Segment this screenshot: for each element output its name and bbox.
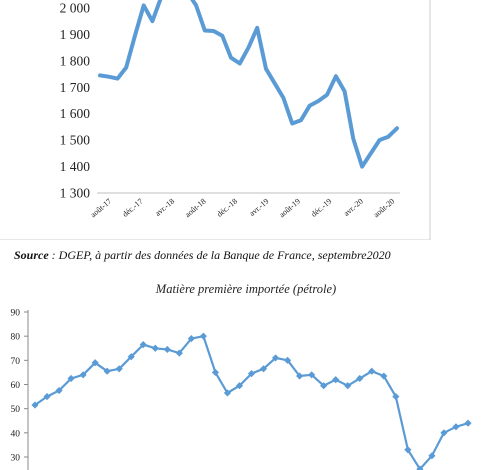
chart-2-series-line (34, 335, 469, 470)
chart-1-y-tick-label: 1 800 (60, 53, 91, 68)
chart-1-y-tick-label: 1 600 (60, 106, 91, 121)
chart-1-x-tick-label: déc.-19 (309, 197, 333, 219)
chart-2-y-tick-label: 30 (11, 454, 21, 464)
chart-2-data-point (464, 419, 472, 427)
chart-2-data-point (151, 344, 159, 352)
chart-1-x-tick-label: avr.-18 (153, 197, 176, 218)
chart-1-y-tick-label: 2 000 (60, 1, 91, 16)
chart-1-svg: 1 300 1 400 1 500 1 600 1 700 1 800 1 900 2 000… (0, 0, 431, 240)
chart-2-y-tick-label: 60 (11, 381, 21, 391)
chart-1-x-tick-label: août-20 (372, 197, 397, 220)
chart-1-series-line (98, 0, 399, 169)
chart-1-x-tick-label: août-17 (89, 197, 114, 220)
chart-1-x-tick-label: août-18 (183, 197, 208, 220)
chart-2-data-point (452, 423, 460, 431)
chart-2-y-tick-label: 50 (11, 405, 21, 415)
chart-1-y-tick-label: 1 400 (60, 159, 91, 174)
chart-2-data-point (296, 372, 304, 380)
source-note: Source : DGEP, à partir des données de l… (14, 248, 484, 263)
chart-2-data-point (199, 332, 207, 340)
chart-1-y-tick-label: 1 900 (60, 27, 91, 42)
chart-2-data-point (247, 370, 256, 378)
chart-2-data-point (416, 465, 424, 470)
chart-2-data-point (163, 345, 171, 354)
chart-2-y-tick-label: 90 (11, 309, 21, 319)
chart-1-y-tick-label: 1 500 (60, 133, 91, 148)
chart-2-data-point (91, 359, 99, 367)
chart-2-data-point (404, 446, 412, 454)
source-label: Source (14, 248, 49, 262)
chart-2-y-tick-label: 80 (11, 333, 21, 343)
chart-1-x-tick-label: avr.-20 (342, 197, 365, 218)
chart-2-y-tick-label: 40 (11, 429, 21, 439)
chart-2-data-point (308, 371, 316, 379)
chart-1-x-tick-label: août-19 (277, 197, 302, 220)
chart-1-x-tick-label: avr.-19 (248, 197, 271, 218)
chart-2-data-point (139, 341, 147, 349)
chart-2-title: Matière première importée (pétrole) (155, 282, 337, 296)
chart-1-x-tick-label: déc.-18 (215, 197, 239, 219)
chart-1-y-tick-label: 1 300 (60, 186, 91, 201)
chart-1-x-tick-label: déc.-17 (121, 197, 145, 219)
source-text: : DGEP, à partir des données de la Banqu… (48, 248, 391, 262)
chart-1-y-tick-label: 1 700 (60, 80, 91, 95)
chart-2-y-tick-label: 70 (11, 357, 21, 367)
chart-2-svg: 30 40 50 60 70 80 90 (11, 309, 472, 470)
